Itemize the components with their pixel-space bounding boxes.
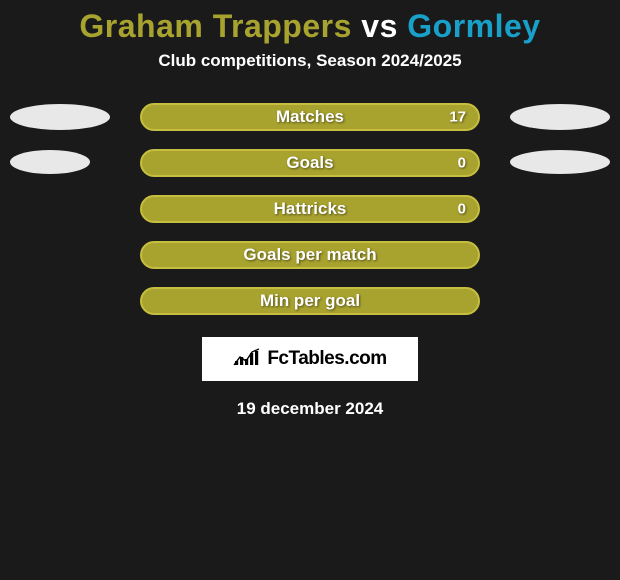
stat-label: Matches [276, 107, 344, 127]
stat-value: 17 [449, 109, 466, 126]
stat-rows: Matches 17 Goals 0 Hattricks 0 Goals per… [0, 103, 620, 333]
title-team-a: Graham Trappers [79, 8, 352, 44]
stat-label: Goals per match [243, 245, 376, 265]
stat-bar: Min per goal [140, 287, 480, 315]
stat-value: 0 [458, 201, 466, 218]
stat-label: Min per goal [260, 291, 360, 311]
stat-bar: Matches 17 [140, 103, 480, 131]
stat-row: Goals 0 [0, 149, 620, 195]
brand-text: FcTables.com [267, 348, 386, 370]
bar-chart-icon [233, 347, 261, 372]
stat-row: Matches 17 [0, 103, 620, 149]
stat-bar: Hattricks 0 [140, 195, 480, 223]
stat-row: Min per goal [0, 287, 620, 333]
brand-post: Tables.com [289, 348, 387, 369]
title-vs: vs [352, 8, 407, 44]
stat-label: Hattricks [274, 199, 347, 219]
ellipse-marker [510, 150, 610, 174]
title-team-b: Gormley [407, 8, 540, 44]
brand-pre: Fc [267, 348, 288, 369]
stat-bar: Goals per match [140, 241, 480, 269]
stat-row: Hattricks 0 [0, 195, 620, 241]
page-title: Graham Trappers vs Gormley [0, 0, 620, 45]
ellipse-marker [10, 150, 90, 174]
ellipse-marker [10, 104, 110, 130]
ellipse-marker [510, 104, 610, 130]
date-text: 19 december 2024 [0, 399, 620, 419]
stat-value: 0 [458, 155, 466, 172]
subtitle: Club competitions, Season 2024/2025 [0, 51, 620, 71]
stat-label: Goals [286, 153, 333, 173]
brand-logo: FcTables.com [202, 337, 418, 381]
stat-bar: Goals 0 [140, 149, 480, 177]
stat-row: Goals per match [0, 241, 620, 287]
